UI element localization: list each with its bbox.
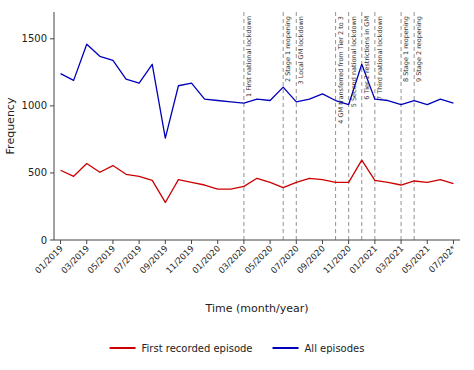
y-tick-label: 0 [41,235,47,246]
y-tick [50,105,54,106]
legend: First recorded episode All episodes [110,343,365,354]
y-axis-label: Frequency [4,97,17,154]
annotation-text: 6 Tier 2 restrictions in GM [363,16,371,100]
annotation-text: 9 Stage 2 reopening [415,16,423,82]
y-tick-label: 500 [28,167,47,178]
annotation-text: 3 Local GM lockdown [297,16,305,85]
series-line [61,44,454,138]
x-tick [243,240,244,244]
x-tick [112,240,113,244]
x-tick [374,240,375,244]
legend-item: First recorded episode [110,343,253,354]
x-tick [296,240,297,244]
series-line [61,160,454,202]
y-tick-label: 1500 [22,33,47,44]
x-tick [322,240,323,244]
chart: 1 First national lockdown 2 Stage 1 reope… [0,0,474,370]
x-tick [348,240,349,244]
legend-swatch [110,347,136,349]
annotation-lines [244,12,414,240]
x-axis-label: Time (month/year) [205,302,309,315]
x-tick [86,240,87,244]
annotation-text: 5 Second national lockdown [350,16,358,107]
legend-label: First recorded episode [142,343,253,354]
annotation-text: 8 Stage 1 reopening [402,16,410,82]
annotation-text: 1 First national lockdown [245,16,253,97]
y-axis-line [54,12,55,240]
x-tick [427,240,428,244]
x-tick-label: 07/202* [427,243,458,274]
y-tick [50,240,54,241]
annotation-text: 2 Stage 1 reopening [284,16,292,82]
lines [61,44,454,202]
annotation-texts: 1 First national lockdown 2 Stage 1 reope… [245,16,423,124]
y-tick [50,172,54,173]
x-tick [60,240,61,244]
y-tick [50,38,54,39]
y-tick-label: 1000 [22,100,47,111]
legend-swatch [273,347,299,349]
x-tick [217,240,218,244]
x-tick [165,240,166,244]
x-tick [270,240,271,244]
legend-label: All episodes [305,343,365,354]
x-tick [139,240,140,244]
x-tick [453,240,454,244]
x-axis-line [54,240,460,241]
annotation-text: 4 GM transferred from Tier 2 to 3 [337,16,345,124]
legend-item: All episodes [273,343,365,354]
annotation-text: 7 Third national lockdown [376,16,384,100]
x-tick [191,240,192,244]
x-tick-label: 05/2021 [400,243,432,275]
x-tick [401,240,402,244]
